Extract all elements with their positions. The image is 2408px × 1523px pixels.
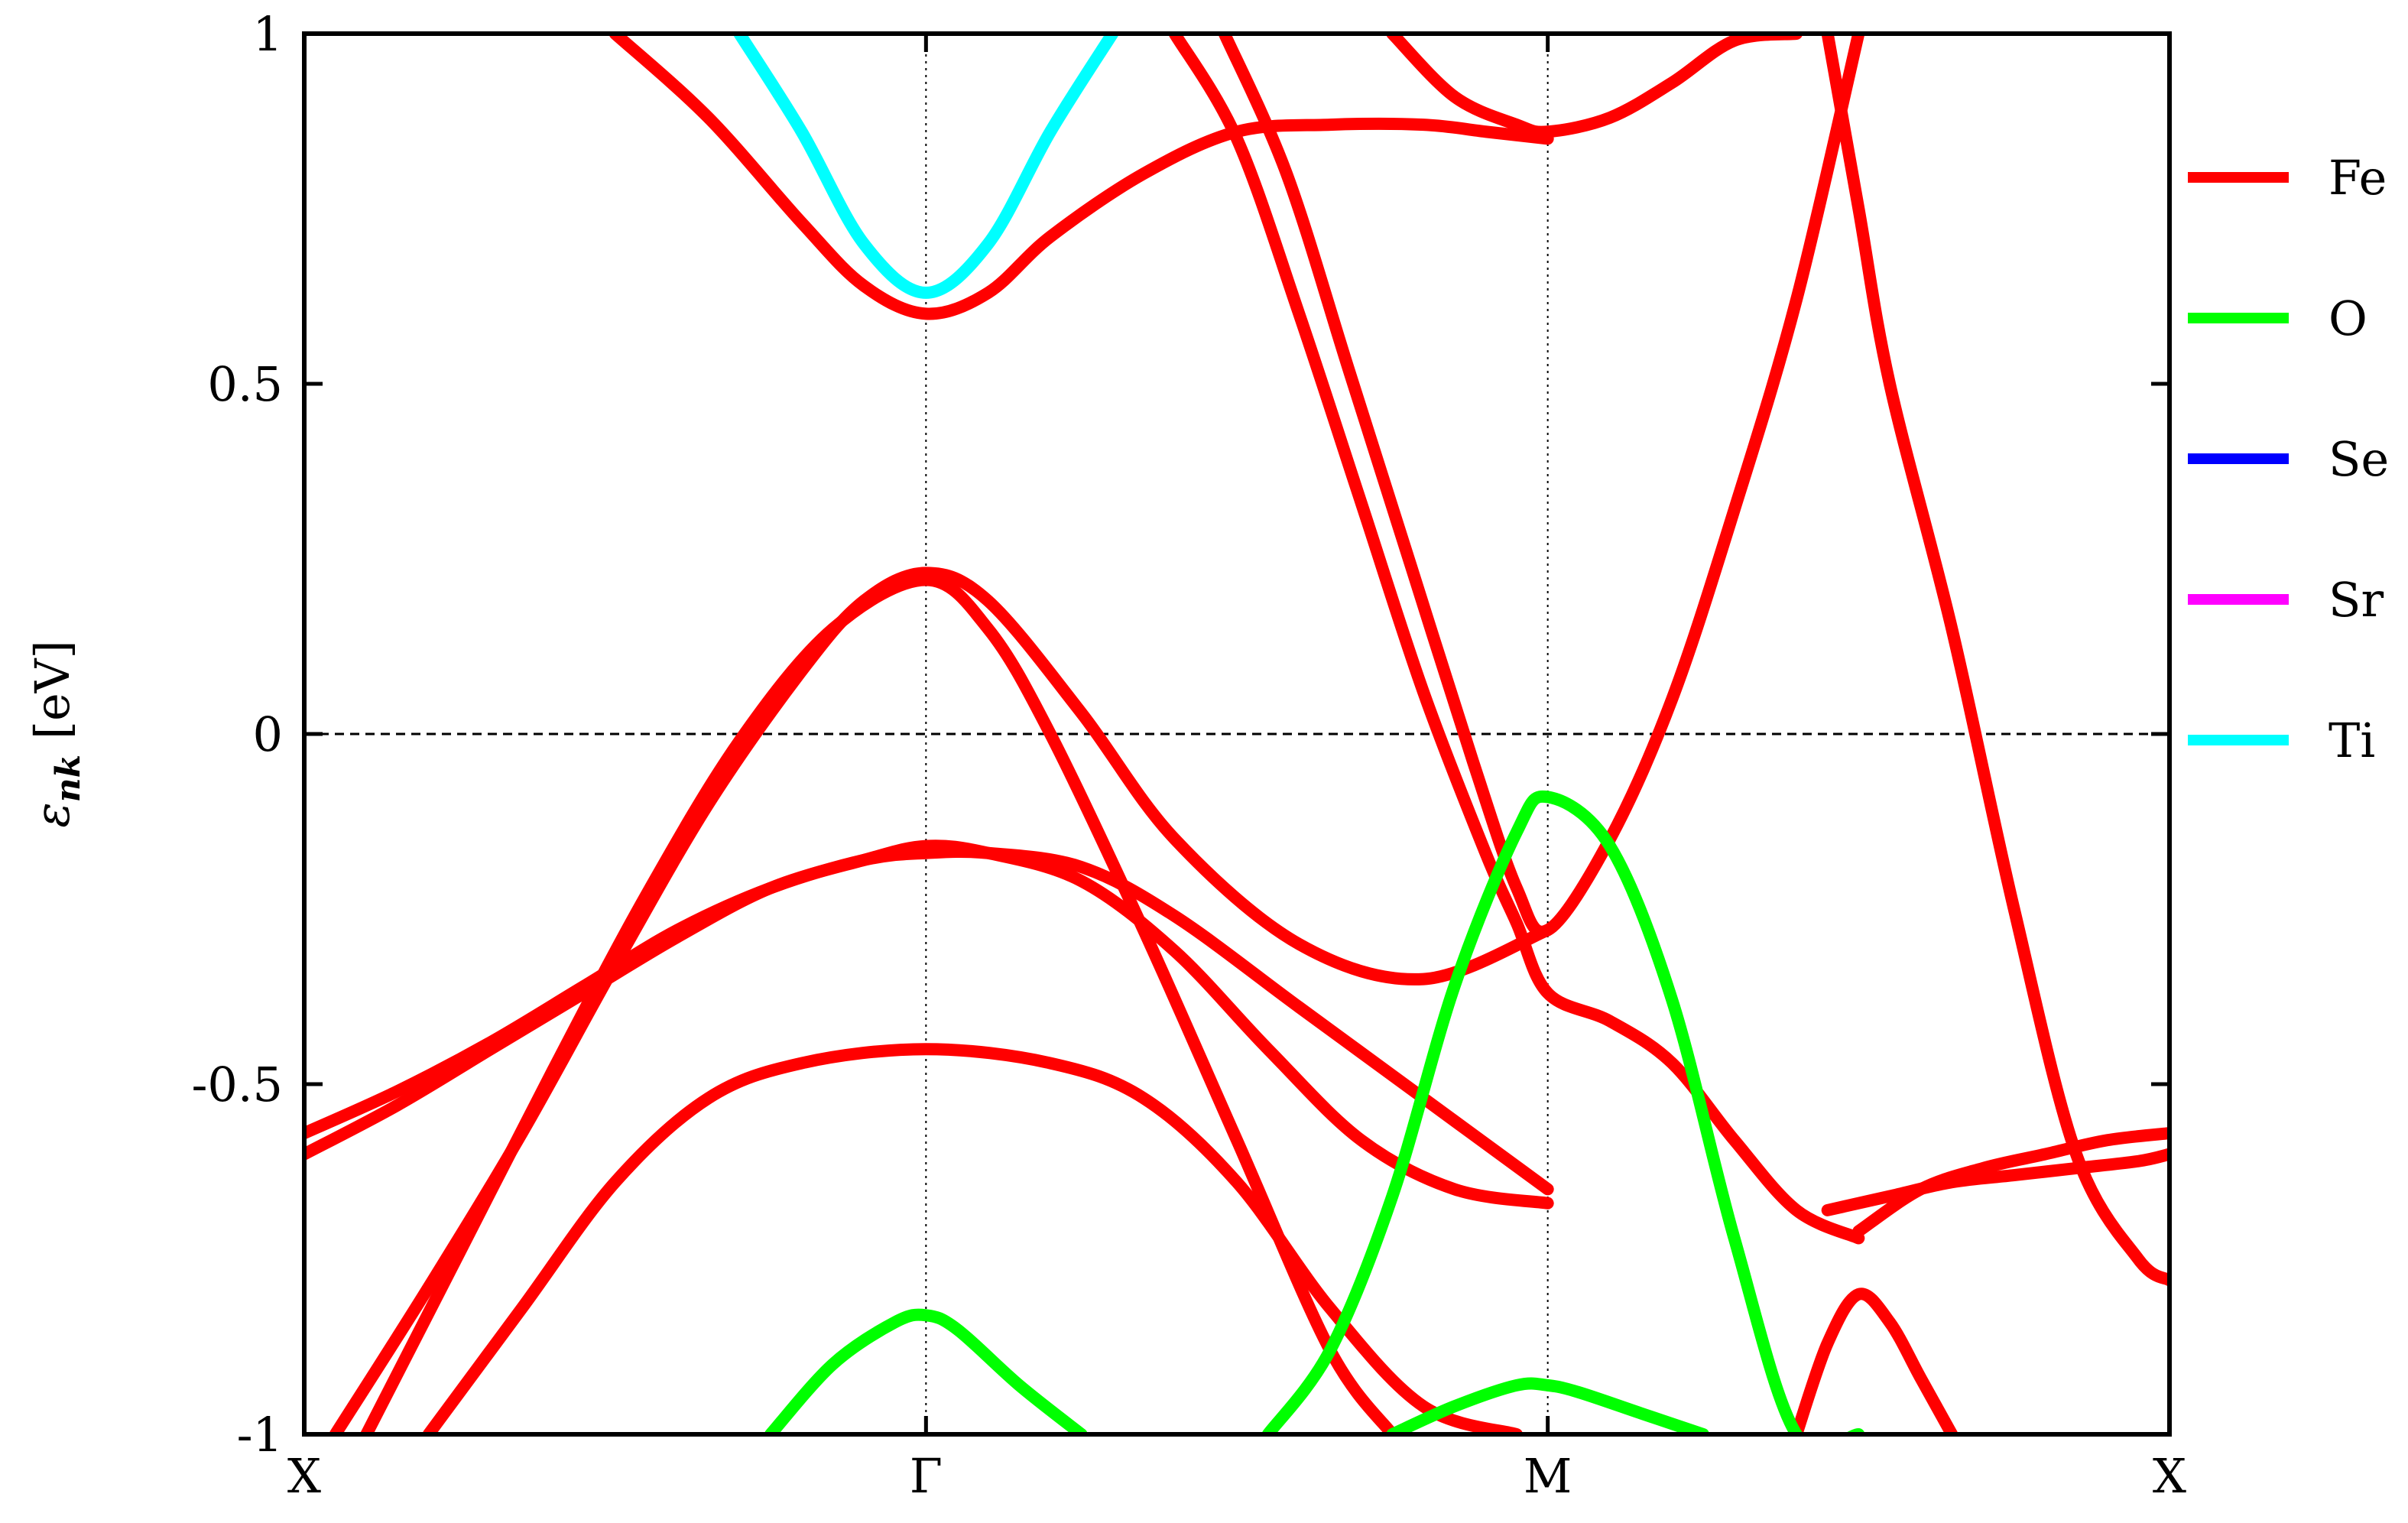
y-axis-title-subscript: nk — [49, 755, 88, 802]
y-tick-label-1: 0.5 — [207, 356, 283, 412]
legend-label-o: O — [2328, 291, 2367, 346]
band-fe-4 — [422, 1043, 1523, 1434]
band-fe-12 — [1790, 1288, 1959, 1434]
x-tick-label-3: X — [2153, 1448, 2186, 1504]
plot-series — [304, 34, 2169, 1434]
y-axis-title-main: ε — [24, 802, 80, 827]
y-tick-label-4: -1 — [237, 1407, 283, 1463]
y-axis-title-unit: [eV] — [24, 640, 80, 755]
band-fe-10 — [1852, 1127, 2169, 1238]
y-axis-title: εnk [eV] — [24, 640, 88, 827]
band-fe-6 — [1168, 34, 1865, 1245]
y-tick-label-0: 1 — [253, 6, 283, 62]
band-fe-8 — [1386, 34, 1803, 138]
band-fe-9 — [1821, 34, 2169, 1287]
y-tick-label-2: 0 — [253, 706, 283, 762]
band-o-13 — [764, 1308, 1088, 1434]
band-ti-16 — [733, 34, 1119, 299]
y-tick-label-3: -0.5 — [191, 1057, 283, 1112]
band-fe-5 — [608, 34, 1554, 320]
band-fe-1 — [304, 839, 1554, 1210]
band-fe-3 — [360, 573, 1399, 1434]
band-fe-7 — [1218, 34, 1865, 938]
x-tick-label-1: Γ — [910, 1448, 943, 1504]
band-o-14 — [1261, 790, 1865, 1434]
legend: Fe O Se Sr Ti — [2188, 150, 2389, 768]
y-ticks: 1 0.5 0 -0.5 -1 — [191, 6, 2169, 1463]
legend-label-ti: Ti — [2328, 713, 2375, 768]
legend-label-sr: Sr — [2328, 572, 2384, 628]
x-tick-label-2: M — [1524, 1448, 1572, 1504]
legend-label-se: Se — [2328, 431, 2389, 487]
legend-label-fe: Fe — [2328, 150, 2387, 206]
x-tick-label-0: X — [287, 1448, 321, 1504]
band-o-15 — [1386, 1377, 1709, 1434]
band-fe-11 — [1821, 1148, 2169, 1216]
